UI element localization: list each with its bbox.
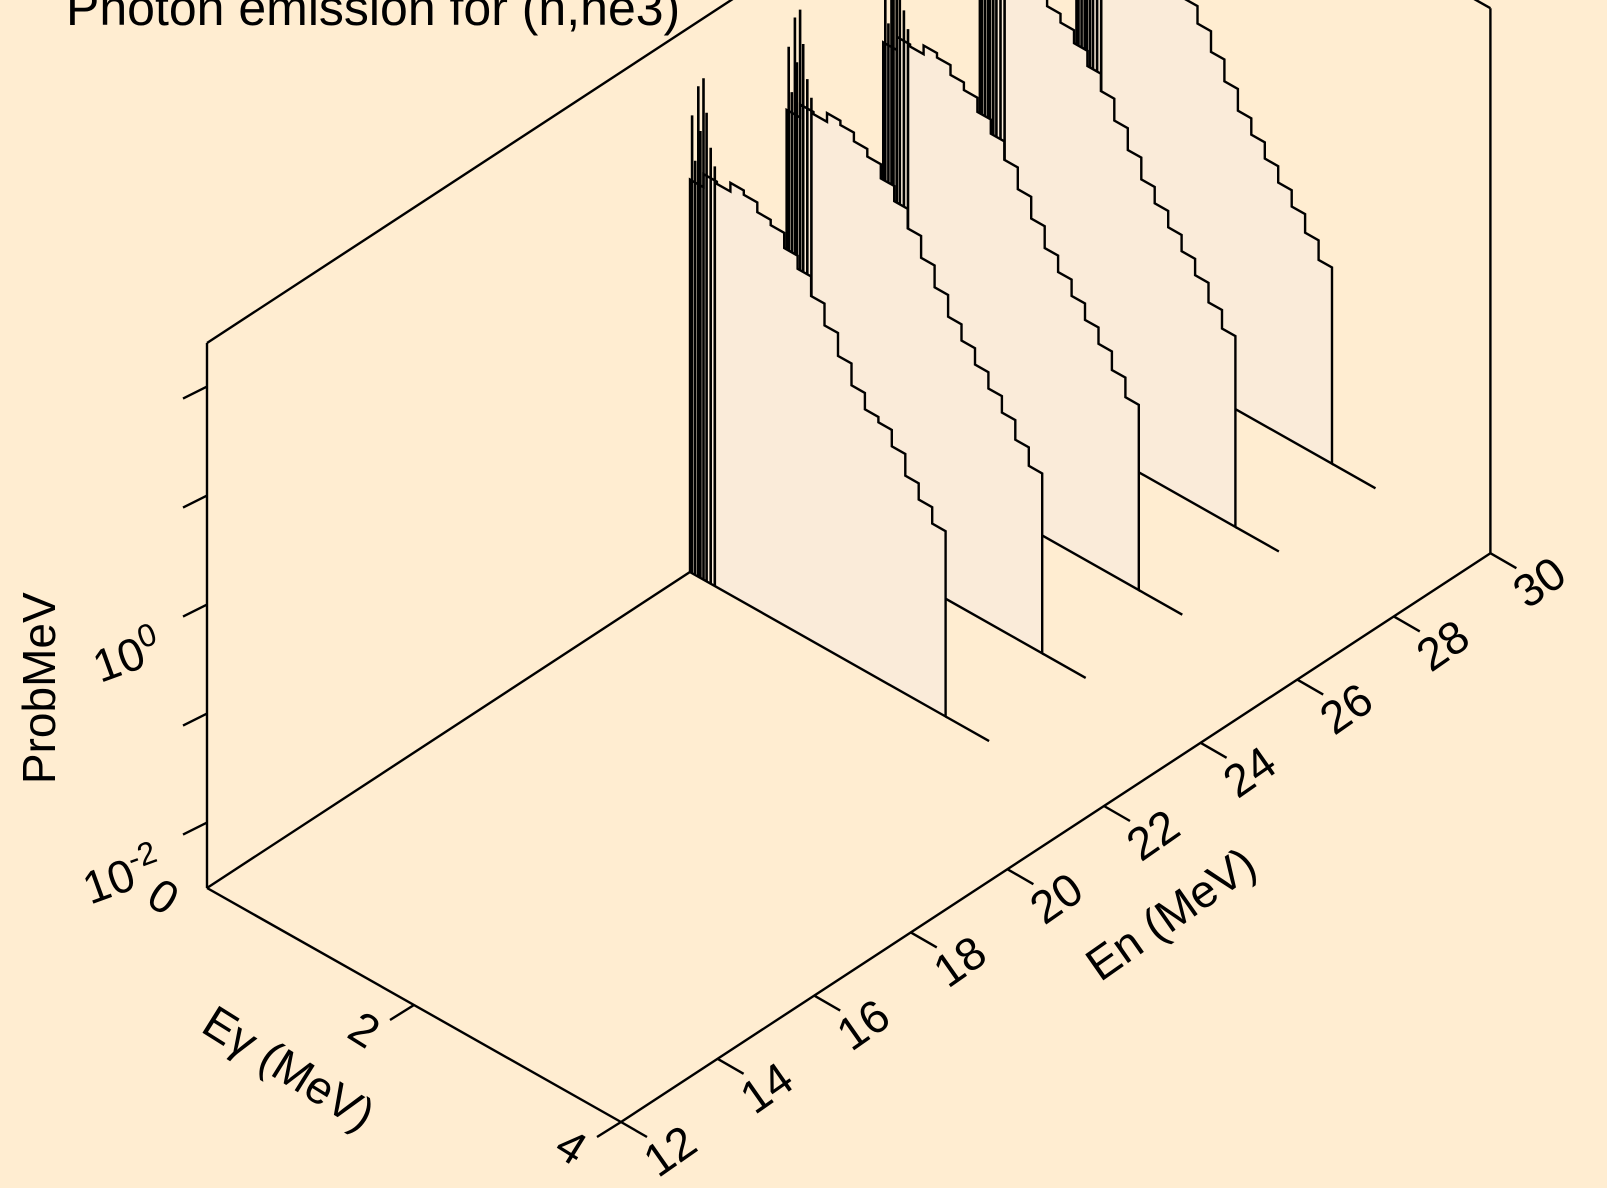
- z-tick-30: [1489, 552, 1517, 570]
- y-tick-2: [182, 385, 208, 400]
- spectrum-baseline-En-24: [1041, 652, 1087, 679]
- z-tick-label-12: 12: [634, 1115, 706, 1187]
- x-tick-2: [389, 1003, 415, 1022]
- z-tick-24: [1200, 741, 1228, 759]
- spectrum-continuum-En-22: [688, 172, 947, 719]
- y-tick-1: [182, 494, 208, 509]
- y-tick--2: [182, 821, 208, 836]
- z-tick-label-14: 14: [731, 1052, 803, 1124]
- x-tick-label-4: 4: [547, 1118, 596, 1176]
- spectrum-En-22: [688, 78, 990, 743]
- spectrum-baseline-En-22: [945, 715, 990, 743]
- z-tick-18: [910, 931, 938, 949]
- spectrum-baseline-En-28: [1234, 525, 1280, 553]
- y-axis-title: ProbMeV: [13, 592, 65, 784]
- x-tick-4: [596, 1120, 622, 1139]
- z-tick-16: [813, 994, 841, 1012]
- z-tick-14: [717, 1057, 745, 1075]
- z-tick-28: [1393, 615, 1421, 633]
- z-tick-label-26: 26: [1310, 673, 1382, 745]
- y-tick-label-100: 100: [84, 615, 168, 692]
- z-tick-label-20: 20: [1020, 862, 1092, 934]
- x-tick-label-0: 0: [139, 868, 188, 926]
- z-tick-label-16: 16: [827, 989, 899, 1061]
- z-tick-20: [1006, 868, 1034, 886]
- z-tick-22: [1103, 804, 1131, 823]
- z-tick-label-18: 18: [924, 925, 996, 997]
- z-axis-line: [620, 552, 1492, 1124]
- y-tick--1: [182, 712, 208, 727]
- spectra-layer: [688, 0, 1377, 743]
- y-tick-0: [182, 603, 208, 618]
- z-tick-label-24: 24: [1214, 736, 1286, 808]
- z-tick-label-22: 22: [1117, 799, 1189, 871]
- z-tick-26: [1296, 678, 1324, 696]
- x-axis-title: Eγ (MeV): [194, 995, 384, 1141]
- spectrum-baseline-En-26: [1138, 589, 1183, 616]
- spectrum-baseline-En-30: [1331, 462, 1377, 490]
- x-tick-label-2: 2: [340, 1001, 389, 1059]
- z-tick-12: [620, 1120, 648, 1139]
- axes-frame: [205, 0, 1492, 1124]
- z-axis-title: En (MeV): [1076, 837, 1265, 991]
- chart-title: Photon emission for (n,he3): [66, 0, 680, 36]
- z-tick-label-30: 30: [1503, 546, 1575, 618]
- z-tick-label-28: 28: [1407, 609, 1479, 681]
- back-top-edge: [206, 0, 734, 345]
